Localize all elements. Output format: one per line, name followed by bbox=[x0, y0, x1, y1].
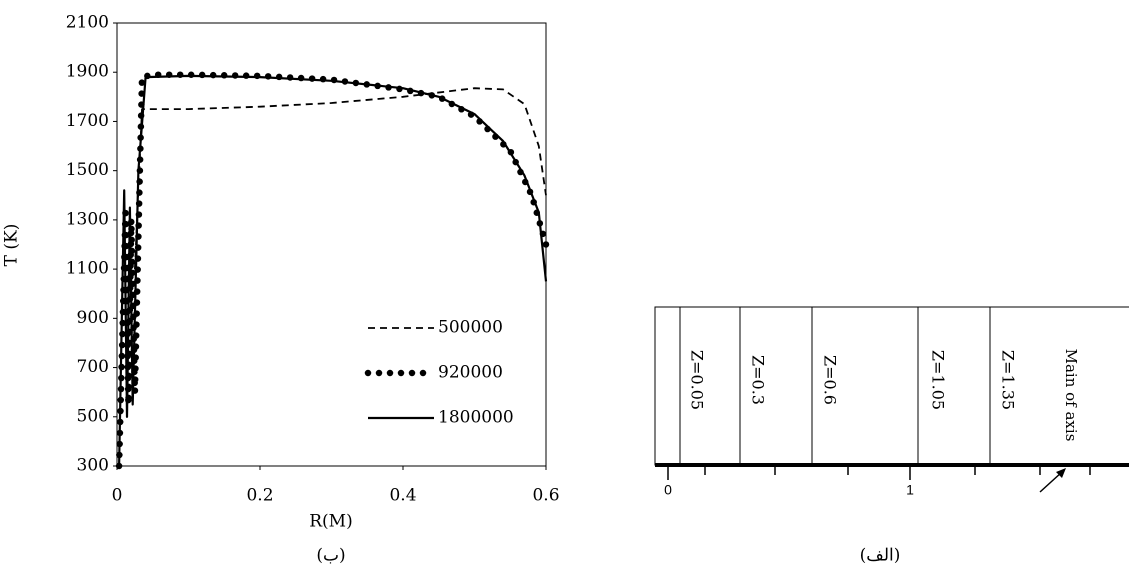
y-tick-label: 1500 bbox=[66, 160, 109, 180]
axis-tick-label: 1 bbox=[906, 482, 914, 498]
legend-label: 920000 bbox=[438, 363, 503, 383]
series-line bbox=[118, 74, 548, 467]
x-tick-label: 0 bbox=[112, 486, 123, 506]
axis-note: Main of axis bbox=[1062, 349, 1080, 442]
zone-label: Z=1.05 bbox=[929, 350, 948, 410]
x-tick-label: 0.2 bbox=[246, 486, 273, 506]
caption: (الف) bbox=[860, 546, 901, 566]
zone-label: Z=0.6 bbox=[821, 355, 840, 405]
y-axis-title: T (K) bbox=[2, 224, 22, 267]
zone-label: Z=0.05 bbox=[688, 350, 707, 410]
zone-label: Z=1.35 bbox=[999, 350, 1018, 410]
y-tick-label: 2100 bbox=[66, 13, 109, 33]
plot-frame bbox=[116, 22, 547, 467]
caption: (ب) bbox=[316, 546, 345, 566]
x-tick-label: 0.4 bbox=[389, 486, 416, 506]
y-tick-label: 1900 bbox=[66, 62, 109, 82]
series-line bbox=[134, 87, 547, 270]
x-tick-label: 0.6 bbox=[532, 486, 559, 506]
y-tick-label: 500 bbox=[77, 406, 109, 426]
y-tick-label: 1100 bbox=[66, 259, 109, 279]
legend-label: 1800000 bbox=[438, 408, 514, 428]
y-tick-label: 900 bbox=[77, 308, 109, 328]
diagram-frame bbox=[654, 306, 1129, 466]
y-tick-label: 700 bbox=[77, 357, 109, 377]
legend-label: 500000 bbox=[438, 318, 503, 338]
arrow bbox=[1039, 471, 1063, 493]
series-line bbox=[115, 71, 550, 470]
axis-ticks bbox=[667, 465, 1091, 480]
y-tick-label: 1300 bbox=[66, 209, 109, 229]
zone-label: Z=0.3 bbox=[749, 355, 768, 405]
y-tick-label: 300 bbox=[77, 456, 109, 476]
y-tick-label: 1700 bbox=[66, 111, 109, 131]
x-axis-title: R(M) bbox=[309, 512, 352, 532]
arrow-head bbox=[1056, 468, 1066, 478]
diagram: 0 1 Z=0.05 Z=0.3 Z=0.6 Z=1.05 Z=1.35 Mai… bbox=[654, 306, 1129, 566]
axis-tick-label: 0 bbox=[664, 482, 672, 498]
